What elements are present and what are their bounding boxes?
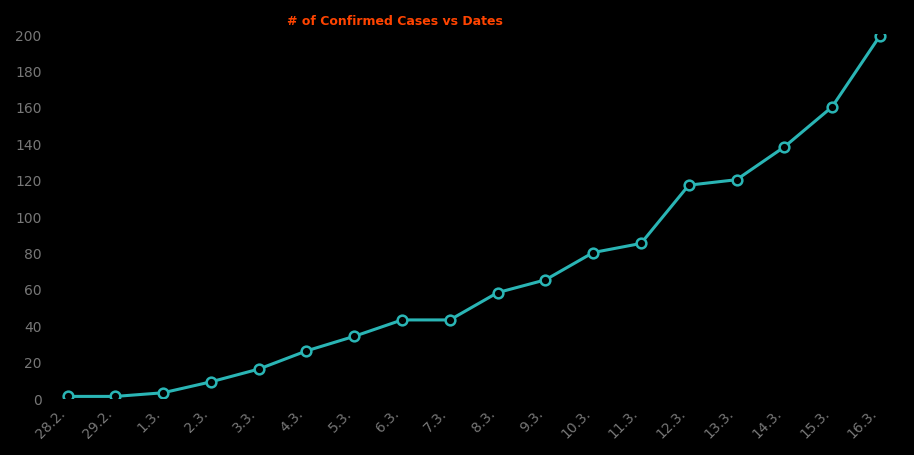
Text: # of Confirmed Cases vs Dates: # of Confirmed Cases vs Dates bbox=[287, 15, 503, 28]
